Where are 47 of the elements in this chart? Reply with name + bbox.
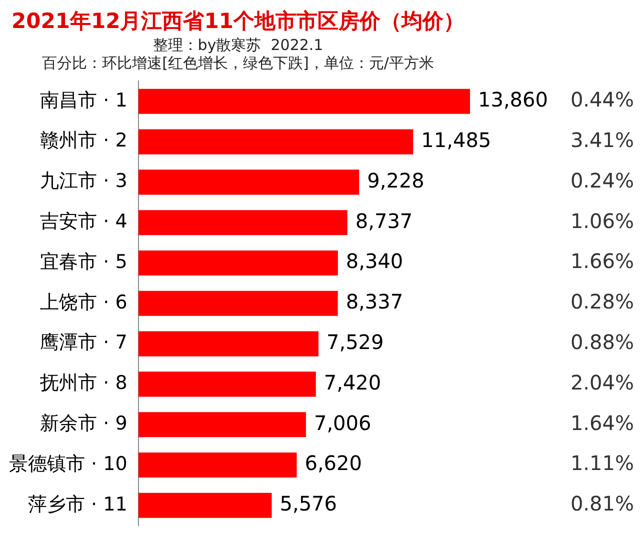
y-tick-label: 上饶市 · 6 [40,291,128,314]
text: 0.88% [570,330,634,354]
bar [138,210,348,236]
y-tick-label: 萍乡市 · 11 [28,493,128,516]
y-tick-label: 景德镇市 · 10 [9,452,128,475]
data-label: 8,337 [346,290,404,314]
bar [138,250,338,276]
bar [138,170,360,195]
data-label: 7,420 [324,370,382,394]
y-tick-label: 九江市 · 3 [40,170,128,192]
text: 1.06% [570,208,634,233]
chart-subtitle: 整理：by散寒苏 2022.1 [152,36,324,54]
y-tick-label: 抚州市 · 8 [39,372,128,394]
text: 1.11% [570,451,634,476]
bar [138,290,338,316]
data-label: 5,576 [280,492,338,516]
text: 0.28% [570,290,634,314]
bar [138,331,318,356]
bar [138,129,414,154]
y-tick-label: 赣州市 · 2 [40,130,128,152]
text: 百分比：环比增速[红色增长，绿色下跌]，单位：元/平方米 [42,54,434,72]
text: 1.66% [570,249,634,274]
text: 0.24% [570,168,634,192]
text: 0.81% [570,492,634,516]
y-tick-label: 新余市 · 9 [40,412,128,435]
data-label: 7,006 [314,410,372,435]
data-label: 7,529 [326,330,384,354]
chart-title: 2021年12月江西省11个地市市区房价（均价） [12,9,464,34]
y-tick-label: 鹰潭市 · 7 [40,332,128,354]
text: 1.64% [570,410,634,435]
y-tick-label: 吉安市 · 4 [40,210,128,233]
bar [138,492,272,518]
data-label: 9,228 [367,168,424,192]
bar [138,452,297,478]
text: 2.04% [570,370,634,394]
data-label: 6,620 [304,451,362,476]
data-label: 8,737 [355,208,413,233]
text: 0.44% [570,88,634,112]
data-label: 8,340 [346,249,404,274]
data-label: 13,860 [478,88,548,112]
data-label: 11,485 [421,128,492,152]
y-tick-label: 宜春市 · 5 [40,250,128,273]
y-tick-label: 南昌市 · 1 [40,89,128,112]
bar [138,412,306,438]
bar [138,372,316,397]
bar [138,88,470,114]
text: 3.41% [570,128,634,152]
